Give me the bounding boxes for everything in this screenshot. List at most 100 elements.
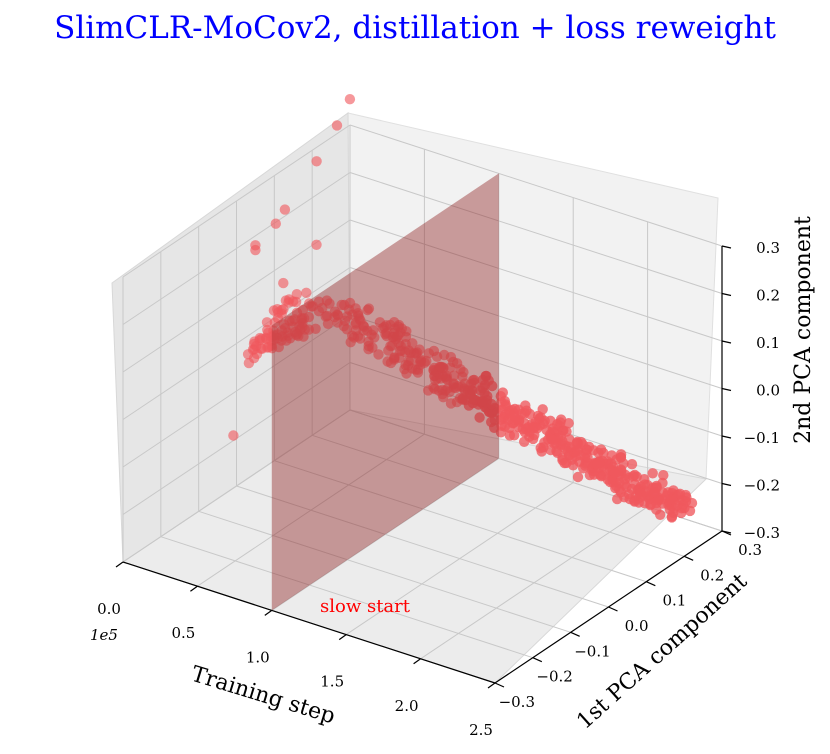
slow-start-plane-back [271,173,499,611]
y-tick-label: −0.3 [499,693,535,711]
data-point [445,362,456,373]
data-point [261,317,273,328]
data-point [509,430,520,441]
z-tick-mark [721,482,732,487]
data-point [547,434,558,446]
grid-line-z [122,314,351,468]
data-point [671,500,683,511]
data-point [389,352,400,363]
data-point [619,479,631,490]
data-point [352,308,364,319]
slow-start-plane [271,173,499,611]
data-point [311,239,322,250]
grid-line-z [349,267,723,389]
x-axis-label: Training step [188,662,338,729]
data-point [474,412,485,423]
x-tick-mark [413,658,421,665]
x-tick-label: 0.5 [171,624,195,642]
y-tick-label: −0.1 [574,642,610,660]
data-point [626,459,638,470]
y-tick-label: −0.2 [536,668,572,686]
data-point [655,509,666,520]
data-point [291,289,302,300]
data-point [480,370,491,382]
y-tick-mark [494,682,505,688]
scatter-points [228,94,698,523]
data-point [561,426,572,437]
z-tick-label: −0.3 [744,524,780,542]
data-point [362,304,373,316]
z-tick-mark [721,245,732,249]
y-tick-mark [608,606,618,612]
x-axis-line [122,561,496,684]
grid-line-z [122,172,351,325]
x-axis-offset: 1e5 [90,626,118,644]
data-point [278,277,289,289]
grid-line-y [274,460,647,583]
grid-line-z [122,267,351,420]
z-tick-label: −0.1 [744,429,780,447]
z-tick-mark [721,340,732,344]
data-point [615,449,627,460]
data-point [486,398,497,410]
data-point [401,326,412,337]
grid-line-z [122,409,351,563]
data-point [290,296,302,308]
data-point [658,470,669,481]
data-point [520,423,532,435]
slow-start-annotation: slow start [320,596,411,617]
data-point [577,439,588,450]
data-point [436,361,447,373]
slow-start-plane-front [271,173,499,611]
z-tick-mark [721,435,732,439]
data-point [477,395,488,407]
x-tick-label: 0.0 [97,600,121,618]
z-tick-mark [721,387,732,392]
data-point [322,318,334,329]
data-point [598,447,609,459]
grid-line-y [198,510,571,633]
y-tick-mark [570,631,580,637]
data-point [532,423,543,434]
grid-line-z [349,124,723,247]
data-point [609,467,621,479]
x-tick-mark [487,682,496,689]
data-point [500,401,511,412]
y-tick-label: 0.2 [700,566,724,584]
data-point [311,156,322,167]
z-tick-mark [721,292,732,297]
data-point [419,357,430,368]
data-point [270,218,281,229]
data-point [303,311,315,323]
x-tick-label: 1.0 [246,648,270,666]
axis-ticks: 0.00.51.01.52.02.5−0.3−0.2−0.10.00.10.20… [97,239,780,739]
z-axis-label: 2nd PCA component [791,216,816,444]
data-point [373,349,384,360]
data-point [268,325,279,336]
data-point [602,456,613,467]
data-point [465,378,477,390]
data-point [642,479,653,491]
x-tick-mark [115,561,124,568]
x-tick-label: 1.5 [320,673,344,691]
data-point [301,287,312,298]
data-point [500,409,511,420]
grid-line-y [312,434,685,557]
data-point [618,458,629,469]
y-tick-label: 0.3 [738,541,762,559]
data-point [662,487,674,498]
data-point [228,430,239,441]
data-point [299,324,310,335]
data-point [324,298,335,309]
data-point [331,120,343,131]
data-point [594,457,605,468]
grid-line-y [236,485,609,608]
y-tick-mark [683,555,694,561]
data-point [338,321,349,332]
chart-title: SlimCLR-MoCov2, distillation + loss rewe… [54,10,776,46]
x-tick-label: 2.5 [469,721,493,739]
data-point [497,387,508,398]
data-point [441,370,452,382]
z-tick-mark [721,530,732,534]
data-point [250,244,261,256]
